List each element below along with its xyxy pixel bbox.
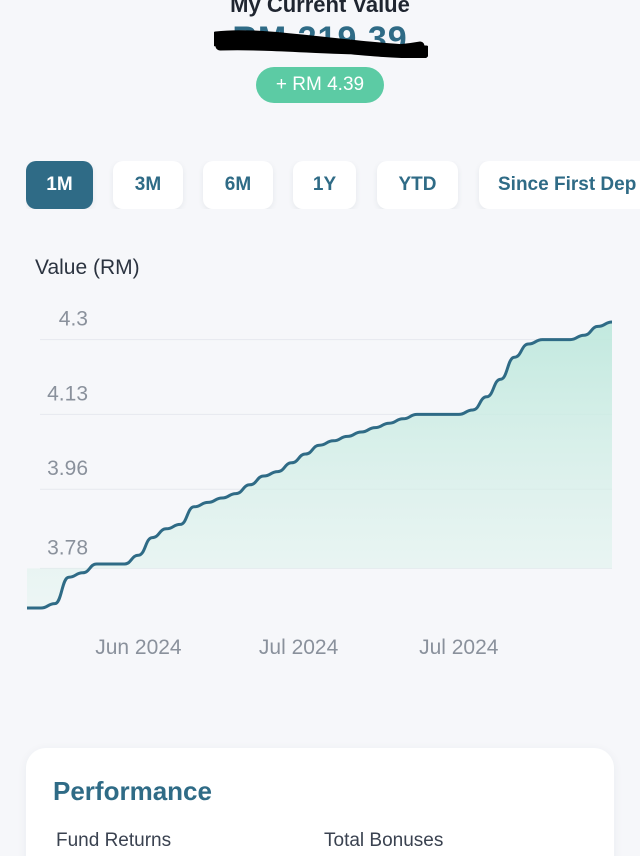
page-title: My Current Value [230, 0, 410, 17]
value-chart: 4.3 4.13 3.96 3.78 Jun 2024 Jul 2024 Jul 2024 [26, 308, 613, 659]
y-tick-label: 3.78 [47, 536, 88, 559]
redaction-scribble [214, 30, 428, 58]
tab-ytd[interactable]: YTD [377, 161, 458, 209]
fund-returns-label: Fund Returns [56, 830, 172, 851]
value-line [26, 320, 613, 610]
chart-y-axis-title: Value (RM) [35, 256, 140, 279]
total-bonuses-label: Total Bonuses [324, 830, 444, 851]
x-tick-label: Jul 2024 [259, 636, 339, 659]
performance-title: Performance [53, 776, 212, 806]
y-tick-label: 4.3 [59, 308, 88, 331]
gain-badge: + RM 4.39 [256, 67, 384, 103]
x-tick-label: Jul 2024 [419, 636, 499, 659]
y-tick-label: 3.96 [47, 457, 88, 480]
tab-1m[interactable]: 1M [26, 161, 93, 209]
range-tabs: 1M 3M 6M 1Y YTD Since First Dep [26, 161, 640, 209]
tab-3m[interactable]: 3M [113, 161, 183, 209]
value-area [27, 322, 612, 608]
y-tick-label: 4.13 [47, 382, 88, 405]
x-tick-label: Jun 2024 [95, 636, 182, 659]
tab-since-first-deposit[interactable]: Since First Dep [479, 161, 640, 209]
performance-card: Performance Fund Returns Total Bonuses [26, 748, 614, 856]
tab-6m[interactable]: 6M [203, 161, 273, 209]
tab-1y[interactable]: 1Y [293, 161, 356, 209]
